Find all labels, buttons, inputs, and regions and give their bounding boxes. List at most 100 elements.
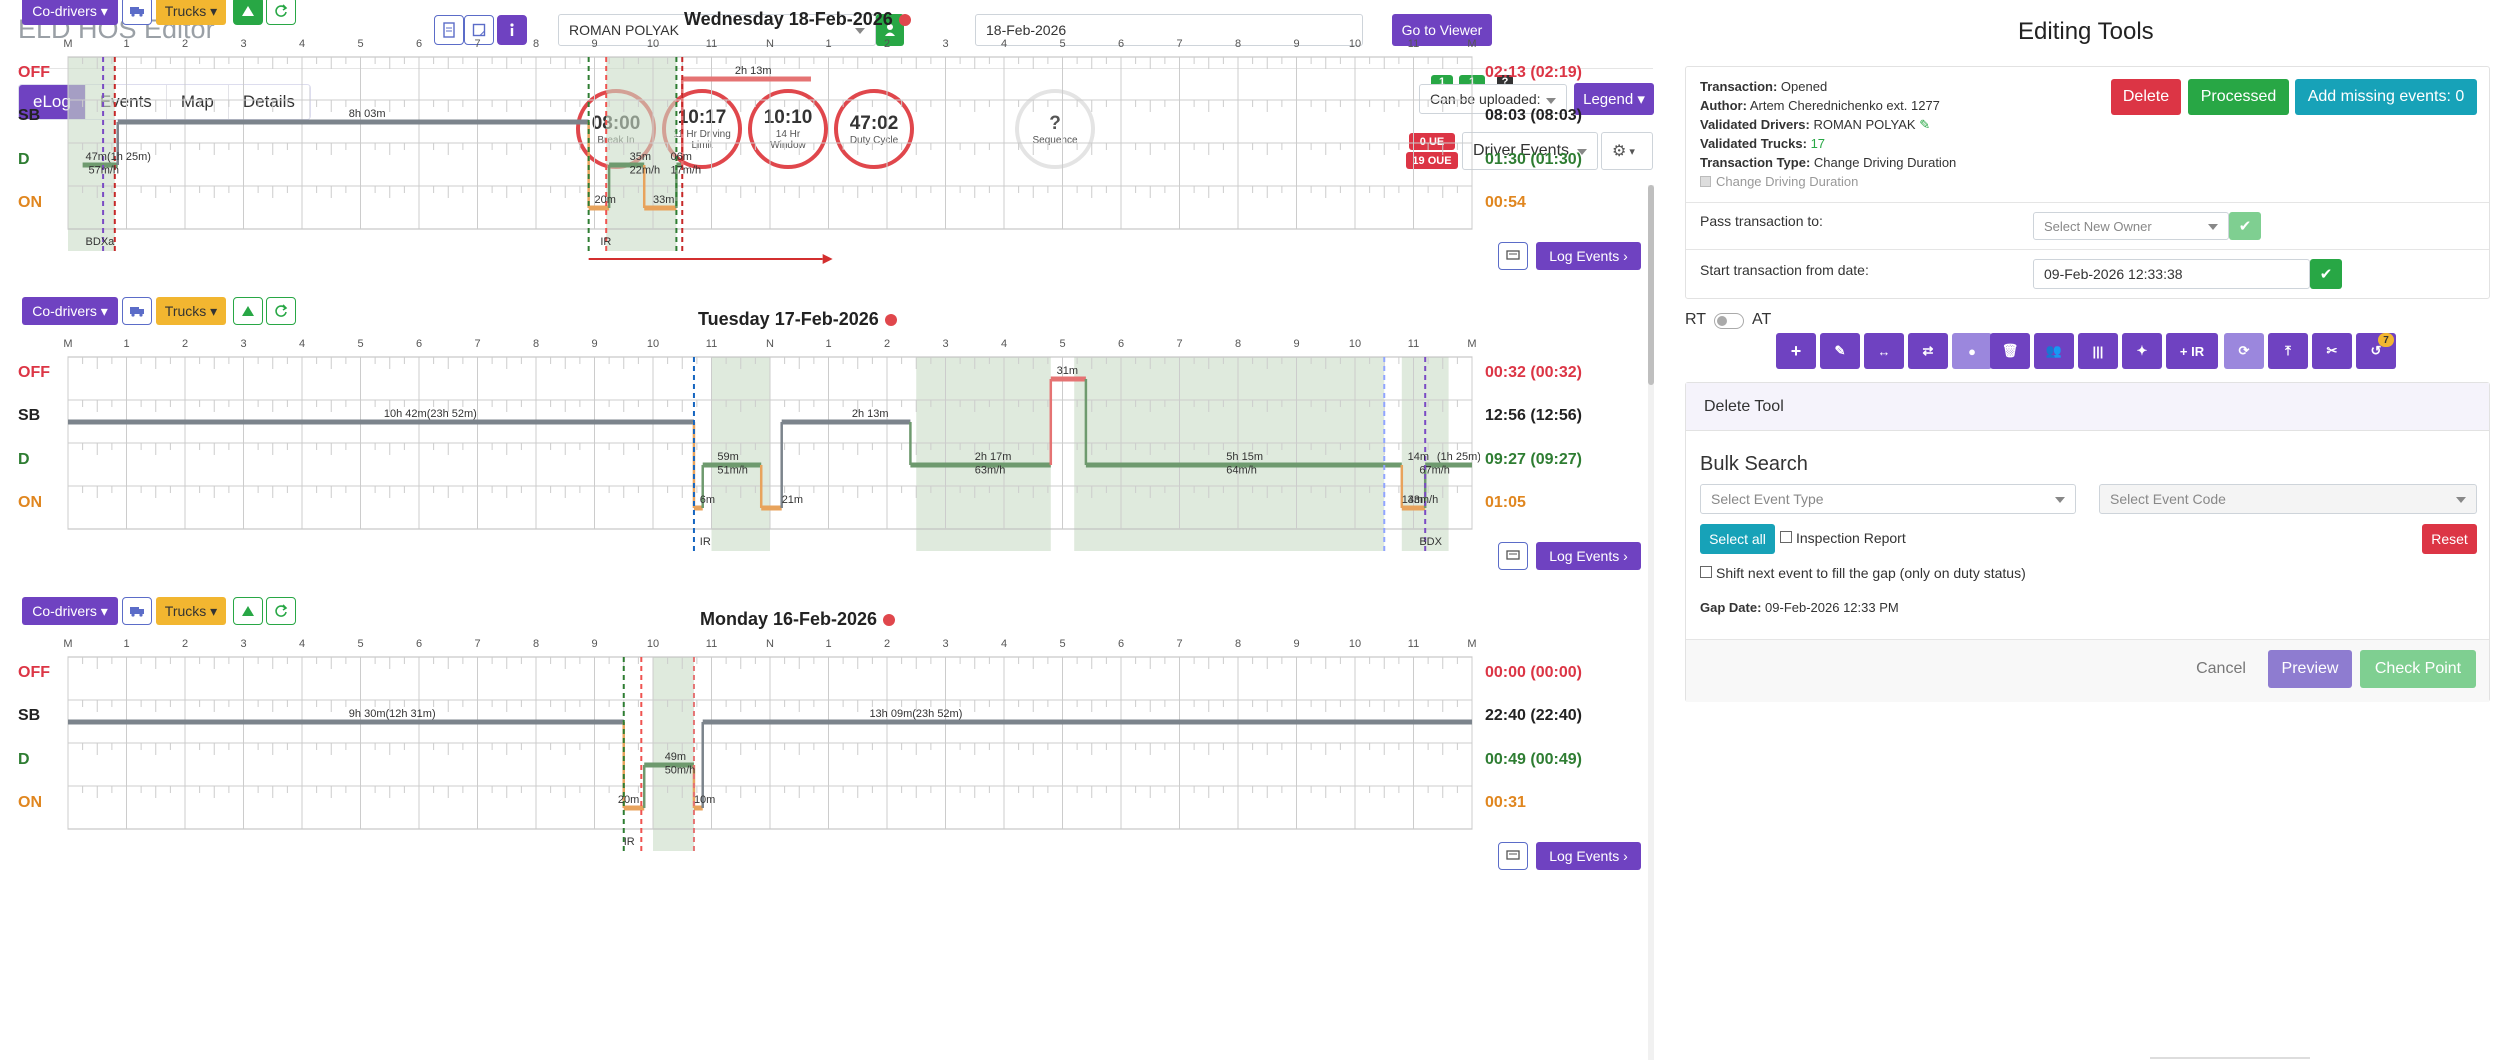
axis-tick-label: 11 — [1408, 338, 1419, 350]
note-icon[interactable] — [464, 15, 494, 45]
sequence-label: Sequence — [1032, 134, 1078, 146]
comment-icon[interactable] — [1498, 242, 1528, 270]
truck-icon[interactable] — [122, 597, 152, 625]
codrivers-button[interactable]: Co-drivers ▾ — [22, 0, 118, 25]
axis-tick-label: 2 — [884, 338, 890, 350]
log-events-button[interactable]: Log Events › — [1536, 242, 1641, 270]
settings-dropdown[interactable]: ⚙ ▾ — [1601, 132, 1653, 170]
stretch-button[interactable]: ↔ — [1864, 333, 1904, 369]
magic-button[interactable]: ✦ — [2122, 333, 2162, 369]
status-dot-icon — [898, 14, 911, 27]
tab-map[interactable]: Map — [166, 85, 229, 119]
row-label-d: D — [18, 751, 30, 768]
duty-cycle-gauge: 47:02 Duty Cycle — [834, 89, 914, 169]
users-button[interactable]: 👥 — [2034, 333, 2074, 369]
date-field-value: 18-Feb-2026 — [986, 22, 1067, 38]
add-ir-button[interactable]: + IR — [2166, 333, 2218, 369]
align-top-button[interactable]: ⤒ — [2268, 333, 2308, 369]
reset-button[interactable]: Reset — [2422, 524, 2477, 554]
axis-tick-label: 3 — [942, 38, 948, 50]
driver-events-select[interactable]: Driver Events — [1462, 132, 1598, 170]
log-grid[interactable]: M 1 2 3 4 5 6 7 8 9 10 11 N 1 2 3 4 5 6 7 8 9 10 11 M 9h 30m(12h … — [0, 633, 1480, 893]
duration-label: 9h 30m(12h 31m) — [349, 708, 436, 720]
start-date-confirm-button[interactable]: ✔ — [2310, 259, 2342, 289]
tab-details[interactable]: Details — [228, 85, 310, 119]
event-type-placeholder: Select Event Type — [1711, 491, 1824, 507]
validated-drivers-label: Validated Drivers: — [1700, 117, 1810, 132]
date-field[interactable]: 18-Feb-2026 — [975, 14, 1363, 46]
event-type-select[interactable]: Select Event Type — [1700, 484, 2076, 514]
duration-label: 33m — [653, 194, 674, 206]
inspection-checkbox[interactable] — [1780, 531, 1792, 543]
info-icon[interactable] — [497, 15, 527, 45]
refresh-icon: ⟳ — [2238, 343, 2250, 358]
comment-icon[interactable] — [1498, 542, 1528, 570]
cut-button[interactable]: ✂ — [2312, 333, 2352, 369]
refresh-icon[interactable] — [266, 0, 296, 25]
transaction-type-label: Transaction Type: — [1700, 155, 1811, 170]
processed-button[interactable]: Processed — [2188, 79, 2289, 115]
start-date-input[interactable]: 09-Feb-2026 12:33:38 — [2033, 259, 2310, 289]
codrivers-button[interactable]: Co-drivers ▾ — [22, 297, 118, 325]
axis-tick-label: 9 — [591, 338, 597, 350]
activity-shade — [1074, 357, 1385, 551]
road-icon[interactable] — [233, 297, 263, 325]
road-icon[interactable] — [233, 0, 263, 25]
barcode-button[interactable]: ||| — [2078, 333, 2118, 369]
pass-confirm-button[interactable]: ✔ — [2229, 212, 2261, 240]
driver-select[interactable]: ROMAN POLYAK — [558, 14, 876, 46]
log-grid[interactable]: M 1 2 3 4 5 6 7 8 9 10 11 N 1 2 3 4 5 6 7 8 9 10 11 M 10h 42m(23h… — [0, 333, 1480, 593]
add-missing-events-button[interactable]: Add missing events: 0 — [2295, 79, 2477, 115]
scrollbar-thumb[interactable] — [1648, 185, 1654, 385]
trash-button[interactable]: 🗑 — [1990, 333, 2030, 369]
axis-tick-label: M — [1467, 338, 1476, 350]
row-label-d: D — [18, 451, 30, 468]
duration-label: 8h 03m — [349, 108, 386, 120]
row-total-off: 02:13 (02:19) — [1485, 64, 1582, 81]
comment-icon[interactable] — [1498, 842, 1528, 870]
checkpoint-button[interactable]: Check Point — [2360, 650, 2476, 688]
go-to-viewer-button[interactable]: Go to Viewer — [1392, 14, 1492, 46]
codrivers-button[interactable]: Co-drivers ▾ — [22, 597, 118, 625]
axis-tick-label: 5 — [357, 338, 363, 350]
event-code-select[interactable]: Select Event Code — [2099, 484, 2477, 514]
document-icon[interactable] — [434, 15, 464, 45]
axis-tick-label: 9 — [1293, 638, 1299, 650]
preview-button[interactable]: Preview — [2268, 650, 2352, 688]
change-duration-checkbox[interactable] — [1700, 176, 1711, 187]
truck-icon[interactable] — [122, 0, 152, 25]
scrollbar-track[interactable] — [1648, 185, 1654, 1060]
edit-event-button[interactable]: ✎ — [1820, 333, 1860, 369]
activity-shade — [1401, 357, 1449, 551]
duration-label: BDX — [1419, 536, 1442, 548]
add-event-button[interactable]: + — [1776, 333, 1816, 369]
trucks-button[interactable]: Trucks ▾ — [156, 0, 226, 25]
driver-tool-button[interactable]: ● — [1952, 333, 1992, 369]
swap-button[interactable]: ⇄ — [1908, 333, 1948, 369]
axis-tick-label: 7 — [1176, 338, 1182, 350]
new-owner-select[interactable]: Select New Owner — [2033, 212, 2229, 240]
refresh-tool-button[interactable]: ⟳ — [2224, 333, 2264, 369]
axis-tick-label: 9 — [1293, 338, 1299, 350]
select-all-button[interactable]: Select all — [1700, 524, 1775, 554]
legend-button[interactable]: Legend ▾ — [1574, 83, 1654, 115]
pass-transaction-label: Pass transaction to: — [1700, 213, 1823, 229]
shift-checkbox[interactable] — [1700, 566, 1712, 578]
log-events-button[interactable]: Log Events › — [1536, 542, 1641, 570]
trucks-button[interactable]: Trucks ▾ — [156, 297, 226, 325]
refresh-icon[interactable] — [266, 297, 296, 325]
duration-label: 10m — [694, 794, 715, 806]
road-icon[interactable] — [233, 597, 263, 625]
log-events-button[interactable]: Log Events › — [1536, 842, 1641, 870]
log-grid[interactable]: M 1 2 3 4 5 6 7 8 9 10 11 N 1 2 3 4 5 6 7 8 9 10 11 M 47m(1h 25m)… — [0, 33, 1480, 293]
delete-button[interactable]: Delete — [2111, 79, 2181, 115]
axis-tick-label: 11 — [1408, 38, 1419, 50]
upload-select[interactable]: Can be uploaded: — [1419, 84, 1567, 114]
trucks-button[interactable]: Trucks ▾ — [156, 597, 226, 625]
rt-at-toggle[interactable] — [1714, 313, 1744, 329]
refresh-icon[interactable] — [266, 597, 296, 625]
truck-icon[interactable] — [122, 297, 152, 325]
day-title-text: Wednesday 18-Feb-2026 — [684, 9, 893, 29]
cancel-button[interactable]: Cancel — [2196, 660, 2246, 677]
trucks-label: Trucks — [164, 303, 207, 319]
